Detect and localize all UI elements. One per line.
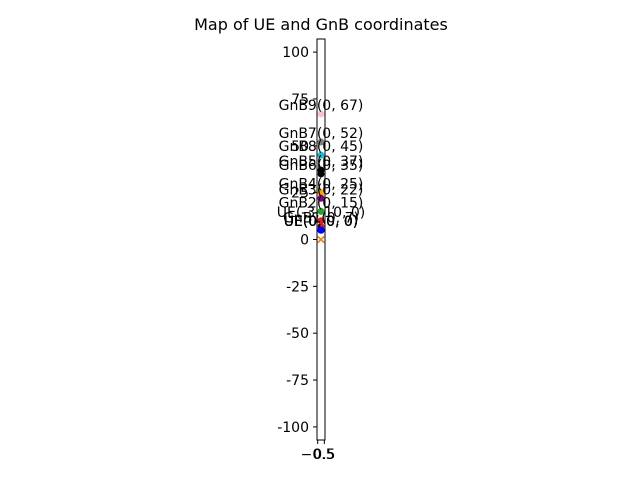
point-label: UE(0, 0, 0) bbox=[284, 214, 359, 230]
y-tick-label: -100 bbox=[277, 420, 309, 436]
y-tick-label: 100 bbox=[282, 45, 309, 61]
points-layer bbox=[317, 110, 325, 244]
data-point bbox=[317, 194, 325, 202]
data-point-x bbox=[317, 235, 325, 244]
y-axis: 100 75 50 25 0 -25 -50 -75 -100 bbox=[277, 45, 317, 436]
x-tick-label: 0.5 bbox=[313, 447, 335, 463]
point-label: GnB3(0, 22) bbox=[279, 182, 364, 198]
point-label: GnB6(0, 35) bbox=[279, 158, 364, 174]
chart-title: Map of UE and GnB coordinates bbox=[194, 15, 448, 34]
y-tick-label: 50 bbox=[291, 139, 309, 155]
point-label: UE(0, 0, 0) bbox=[284, 214, 359, 230]
y-tick-label: -50 bbox=[286, 326, 309, 342]
data-point bbox=[317, 207, 325, 215]
point-label: GnB8(0, 45) bbox=[279, 139, 364, 155]
data-point bbox=[317, 151, 325, 159]
data-point bbox=[317, 226, 325, 234]
point-label: UE(-3, 10, 0) bbox=[277, 205, 366, 221]
point-label: GnB7(0, 52) bbox=[279, 126, 364, 142]
y-tick-label: 75 bbox=[291, 92, 309, 108]
point-labels-layer: GnB9(0, 67) GnB7(0, 52)GnB8(0, 45)GnB5(0,… bbox=[277, 98, 366, 230]
point-label: UE(0, 0, 0) bbox=[284, 214, 359, 230]
y-tick-label: -25 bbox=[286, 279, 309, 295]
point-label: GnB5(0, 37) bbox=[279, 154, 364, 170]
point-label: UE(0, 0, 0) bbox=[284, 214, 359, 230]
data-point bbox=[317, 170, 325, 178]
data-point bbox=[317, 217, 325, 225]
x-axis: −0.50.5 bbox=[301, 440, 335, 463]
point-label: GnB1(0, 7) bbox=[283, 210, 359, 226]
y-tick-label: 25 bbox=[291, 186, 309, 202]
data-point bbox=[317, 189, 325, 197]
point-label: UE(0, 0, 0) bbox=[284, 214, 359, 230]
data-point bbox=[317, 138, 325, 146]
point-label: GnB2(0, 15) bbox=[279, 195, 364, 211]
x-tick-label: −0.5 bbox=[301, 447, 335, 463]
data-point bbox=[317, 110, 325, 118]
point-label: GnB9(0, 67) bbox=[279, 98, 364, 114]
point-label: GnB4(0, 25) bbox=[279, 177, 364, 193]
y-tick-label: 0 bbox=[300, 233, 309, 249]
y-tick-label: -75 bbox=[286, 373, 309, 389]
